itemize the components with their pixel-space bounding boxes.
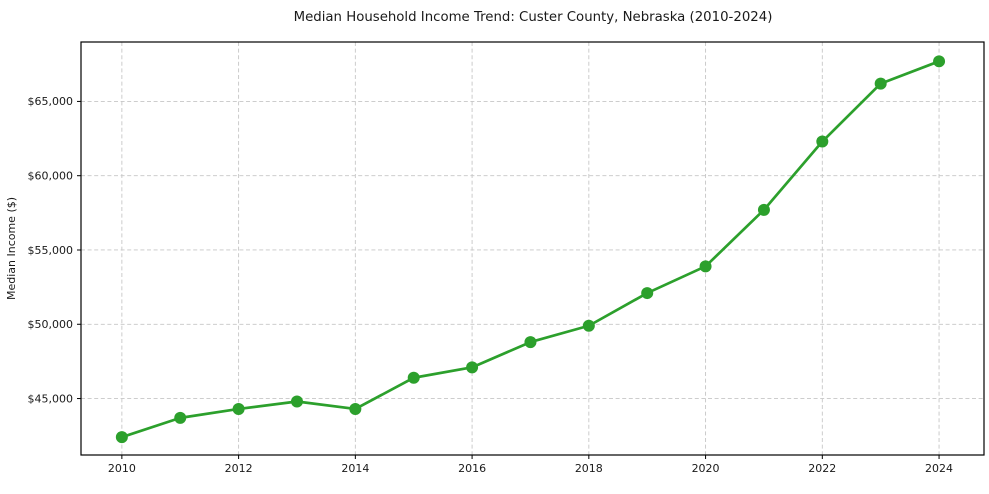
x-tick-label: 2010 [108, 462, 136, 475]
y-tick-label: $60,000 [28, 170, 74, 183]
grid-layer [81, 42, 984, 455]
x-tick-label: 2020 [692, 462, 720, 475]
chart-title: Median Household Income Trend: Custer Co… [294, 10, 773, 25]
axes-layer: 2010 2012 2014 2016 2018 2020 2022 2024 $45,000 $… [28, 41, 985, 475]
y-tick-label: $45,000 [28, 392, 74, 405]
trend-series [115, 55, 946, 444]
data-point [641, 287, 654, 300]
data-point [115, 431, 128, 444]
x-tick-label: 2018 [575, 462, 603, 475]
y-tick-label: $65,000 [28, 95, 74, 108]
data-point [466, 361, 479, 374]
x-tick-label: 2014 [341, 462, 369, 475]
data-point [174, 411, 187, 424]
y-tick-label: $55,000 [28, 244, 74, 257]
data-point [757, 203, 770, 216]
data-point [524, 336, 537, 349]
trend-line [120, 59, 941, 439]
data-point [699, 260, 712, 273]
data-point [232, 402, 245, 415]
x-tick-label: 2022 [808, 462, 836, 475]
y-axis-label: Median Income ($) [5, 197, 18, 300]
x-tick-label: 2012 [225, 462, 253, 475]
x-tick-label: 2024 [925, 462, 953, 475]
data-point [582, 319, 595, 332]
data-point [407, 371, 420, 384]
y-tick-label: $50,000 [28, 318, 74, 331]
data-point [933, 55, 946, 68]
data-point [349, 402, 362, 415]
data-point [290, 395, 303, 408]
plot-border [80, 41, 985, 456]
x-tick-label: 2016 [458, 462, 486, 475]
data-point [816, 135, 829, 148]
data-point [874, 77, 887, 90]
